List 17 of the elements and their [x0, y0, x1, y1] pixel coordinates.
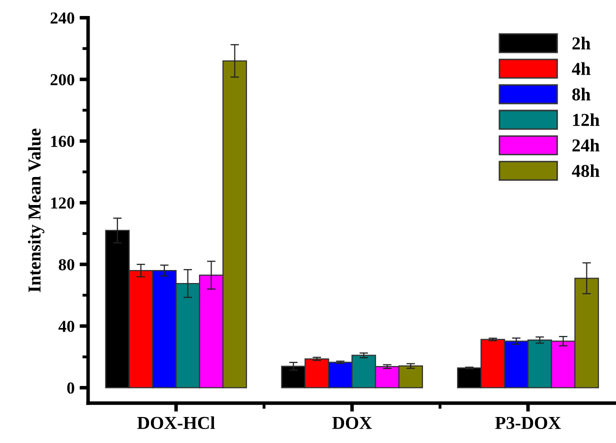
legend-label: 12h	[573, 113, 600, 126]
legend-label: 8h	[572, 88, 590, 101]
y-tick-label: 240	[50, 12, 74, 24]
x-tick-label: DOX	[332, 416, 372, 430]
x-tick-label: P3-DOX	[495, 416, 561, 430]
y-tick-label: 200	[50, 74, 74, 86]
x-tick-label: DOX-HCl	[137, 416, 215, 430]
legend-label: 4h	[572, 62, 590, 75]
y-tick-label: 40	[58, 320, 74, 332]
legend-label: 24h	[572, 138, 600, 152]
y-tick-label: 80	[58, 259, 74, 270]
y-tick-label: 120	[51, 197, 74, 209]
y-tick-label: 0	[67, 382, 74, 394]
y-tick-label: 160	[51, 136, 74, 147]
y-axis-title: Intensity Mean Value	[28, 128, 44, 292]
legend-label: 48h	[572, 164, 600, 178]
legend-label: 2h	[572, 36, 590, 50]
